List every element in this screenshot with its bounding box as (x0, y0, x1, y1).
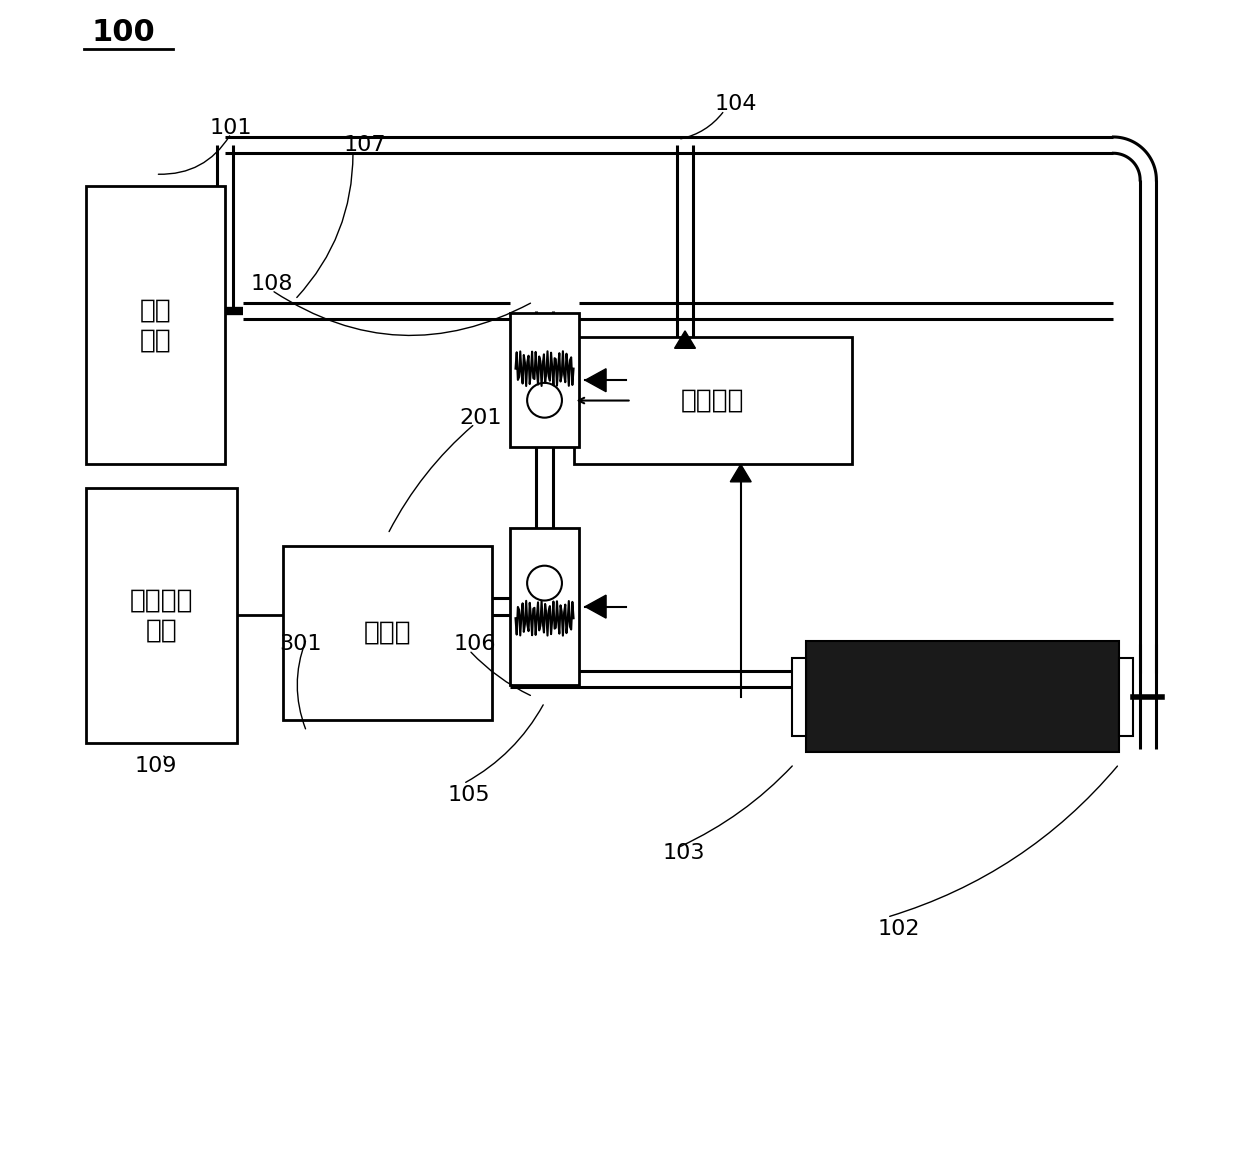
Polygon shape (585, 596, 606, 618)
FancyBboxPatch shape (806, 641, 1120, 752)
Text: 控制单元: 控制单元 (681, 388, 745, 413)
Text: 101: 101 (210, 117, 252, 138)
Text: 106: 106 (454, 634, 496, 655)
Text: 100: 100 (92, 17, 155, 46)
Text: 液压
油箱: 液压 油箱 (140, 297, 171, 353)
FancyBboxPatch shape (1120, 657, 1133, 736)
Text: 104: 104 (714, 94, 758, 115)
Text: 108: 108 (250, 274, 293, 295)
FancyBboxPatch shape (510, 313, 579, 447)
FancyBboxPatch shape (283, 546, 492, 720)
Text: 多路阀: 多路阀 (365, 620, 412, 646)
FancyBboxPatch shape (86, 488, 237, 743)
FancyBboxPatch shape (86, 186, 226, 464)
Polygon shape (675, 331, 696, 348)
FancyBboxPatch shape (574, 337, 852, 464)
Text: 103: 103 (662, 843, 706, 864)
Text: 301: 301 (279, 634, 322, 655)
Polygon shape (730, 464, 751, 482)
Text: 107: 107 (343, 135, 386, 156)
Text: 105: 105 (448, 785, 490, 806)
FancyBboxPatch shape (792, 657, 806, 736)
Text: 201: 201 (460, 408, 502, 428)
Polygon shape (585, 369, 606, 391)
FancyBboxPatch shape (510, 528, 579, 685)
Text: 102: 102 (878, 918, 920, 939)
Text: 液压执行
机构: 液压执行 机构 (130, 587, 193, 643)
Text: 109: 109 (134, 756, 177, 777)
